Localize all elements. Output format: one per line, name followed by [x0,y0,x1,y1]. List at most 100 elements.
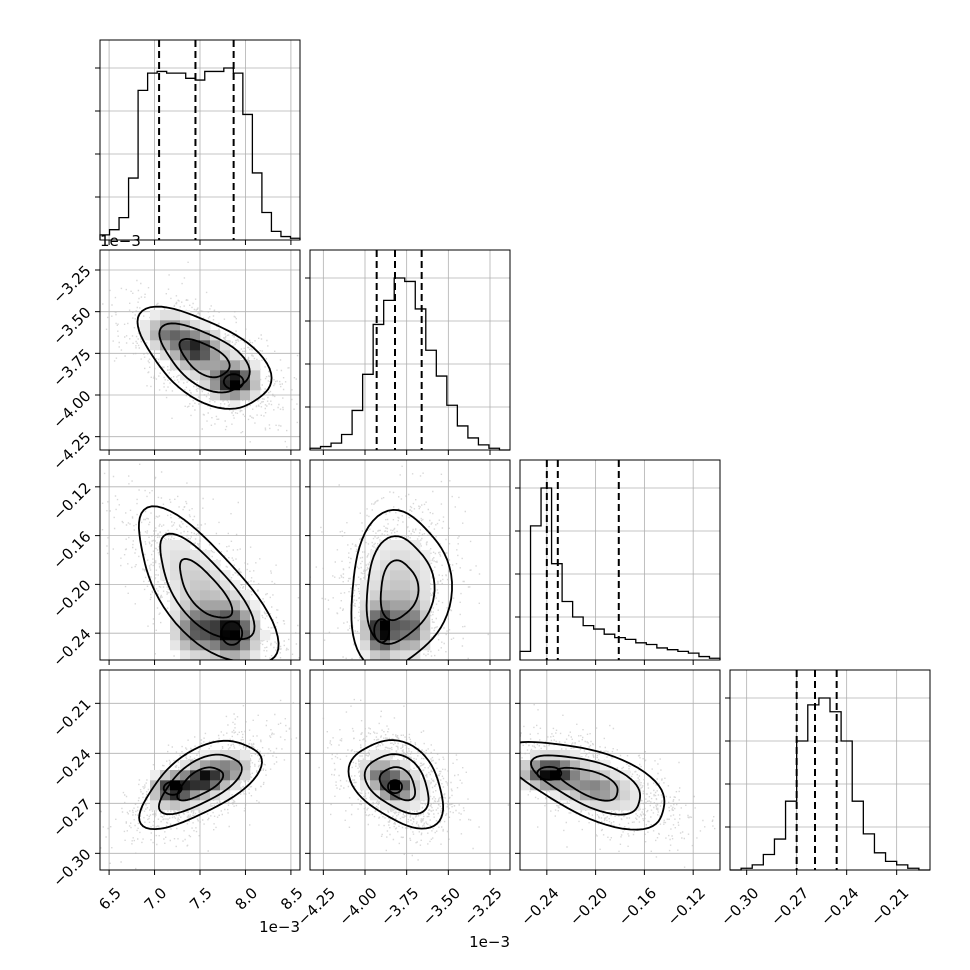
density-cell [200,330,211,341]
density-cell [190,790,201,801]
density-cell [160,560,171,571]
density-cell [230,580,241,591]
density-cell [200,610,211,621]
x-tick-label: −0.24 [517,884,562,929]
density-cell [160,330,171,341]
density-cell [160,310,171,321]
contour-line [363,753,430,815]
density-cell [210,760,221,771]
density-cell [370,610,381,621]
density-cell [530,770,541,781]
density-cell [190,320,201,331]
density-cell [380,650,391,660]
density-cell [360,620,371,631]
density-cell [180,610,191,621]
density-cell [560,770,571,781]
density-cell [380,580,391,591]
density-cell [180,330,191,341]
density-cell [160,350,171,361]
density-cell [150,330,161,341]
contour-line [373,618,391,644]
density-cell [240,750,251,761]
density-cell [210,780,221,791]
density-cell [190,340,201,351]
density-cell [170,550,181,561]
contour-line [157,753,243,816]
y-tick-label: −4.25 [49,429,94,474]
density-cell [210,770,221,781]
histogram-step-line [730,697,930,871]
density-cell [620,780,631,791]
x-tick-label: 8.0 [232,884,262,914]
y-tick-label: −0.30 [49,845,94,890]
contour-line [162,780,183,796]
histogram-step-line [99,67,301,240]
density-cell [210,370,221,381]
y-tick-label: −3.25 [49,262,94,307]
density-cell [190,570,201,581]
density-cell [170,610,181,621]
density-cell [410,600,421,611]
density-cell [170,590,181,601]
panel-content [310,670,510,870]
density-cell [200,570,211,581]
y-tick-label: −0.21 [49,695,94,740]
density-cell [380,570,391,581]
density-cell [150,800,161,811]
density-cell [240,390,251,401]
density-cell [180,590,191,601]
density-cell [160,340,171,351]
density-cell [610,800,621,811]
density-cell [200,320,211,331]
density-cell [170,780,181,791]
density-cell [190,620,201,631]
density-cell [200,360,211,371]
density-cell [190,560,201,571]
density-cell [420,580,431,591]
density-cell [370,770,381,781]
density-cell [240,760,251,771]
density-cell [160,790,171,801]
density-cell [620,800,631,811]
density-cell [360,600,371,611]
density-cell [180,640,191,651]
histogram-panel-0 [95,39,301,245]
density-cell [140,320,151,331]
density-cell [380,760,391,771]
contour-line [178,557,234,619]
density-cell [600,790,611,801]
density-cell [390,560,401,571]
panel-content [100,250,300,450]
contour-line [136,305,273,410]
density-cell [380,560,391,571]
density-cell [420,630,431,641]
density-cell [190,350,201,361]
density-cell [560,780,571,791]
density-cell [400,630,411,641]
y-tick-label: −0.12 [49,479,94,524]
density-cell [190,330,201,341]
density-cell [230,750,241,761]
density-cell [210,380,221,391]
density-cell [520,770,531,781]
density-cell [180,760,191,771]
x-offset-label-0: 1e−3 [259,918,300,936]
density-cell [410,560,421,571]
density-cell [200,780,211,791]
density-cell [390,570,401,581]
density-cell [200,580,211,591]
panel-frame [309,459,511,661]
contour-line [178,337,231,379]
density-cell [550,780,561,791]
panel-content [100,460,300,660]
contour-line [159,532,256,641]
density-cell [200,590,211,601]
density-cell [390,760,401,771]
density-cell [370,570,381,581]
scatter-points [101,463,300,660]
density-cell [370,600,381,611]
density-cell [230,400,241,411]
histogram-panel-2 [515,459,721,665]
density-cell [390,640,401,651]
contour-line [556,766,619,802]
